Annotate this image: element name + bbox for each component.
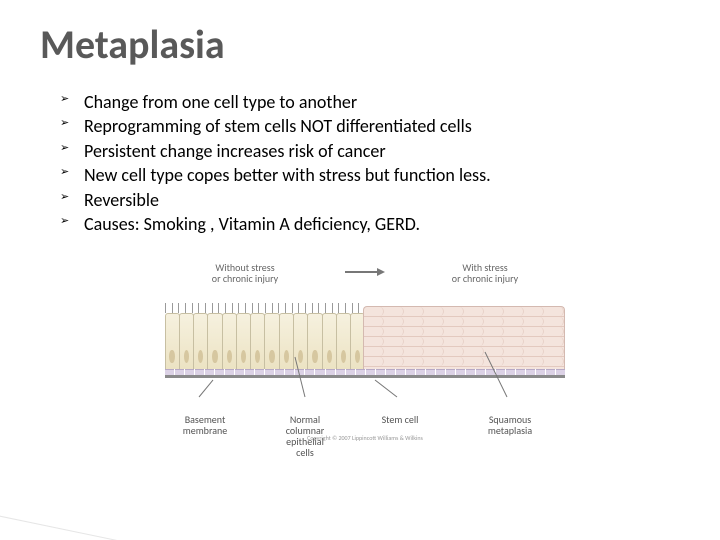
diagram-copyright: Copyright © 2007 Lippincott Williams & W… <box>165 434 565 442</box>
bullet-list: Change from one cell type to another Rep… <box>60 91 680 236</box>
bullet-item: Reversible <box>60 189 680 212</box>
label-basement-membrane: Basement membrane <box>175 414 235 436</box>
epithelium-graphic <box>165 288 565 378</box>
bullet-item: Persistent change increases risk of canc… <box>60 140 680 163</box>
label-squamous-metaplasia: Squamous metaplasia <box>475 414 545 436</box>
label-stem-cell: Stem cell <box>370 414 430 425</box>
bullet-item: Reprogramming of stem cells NOT differen… <box>60 115 680 138</box>
bullet-item: Change from one cell type to another <box>60 91 680 114</box>
cilia <box>165 303 365 313</box>
top-label-left: Without stress or chronic injury <box>185 262 305 284</box>
slide-title: Metaplasia <box>40 20 680 69</box>
columnar-epithelium <box>165 313 365 369</box>
squamous-metaplasia <box>363 306 565 369</box>
slide: Metaplasia Change from one cell type to … <box>0 0 720 540</box>
metaplasia-diagram: Without stress or chronic injury With st… <box>165 262 565 414</box>
bullet-item: New cell type copes better with stress b… <box>60 164 680 187</box>
arrow-icon <box>345 268 385 276</box>
decorative-wedge <box>0 450 270 540</box>
bullet-item: Causes: Smoking , Vitamin A deficiency, … <box>60 213 680 236</box>
basement-membrane <box>165 375 565 378</box>
top-label-right: With stress or chronic injury <box>425 262 545 284</box>
